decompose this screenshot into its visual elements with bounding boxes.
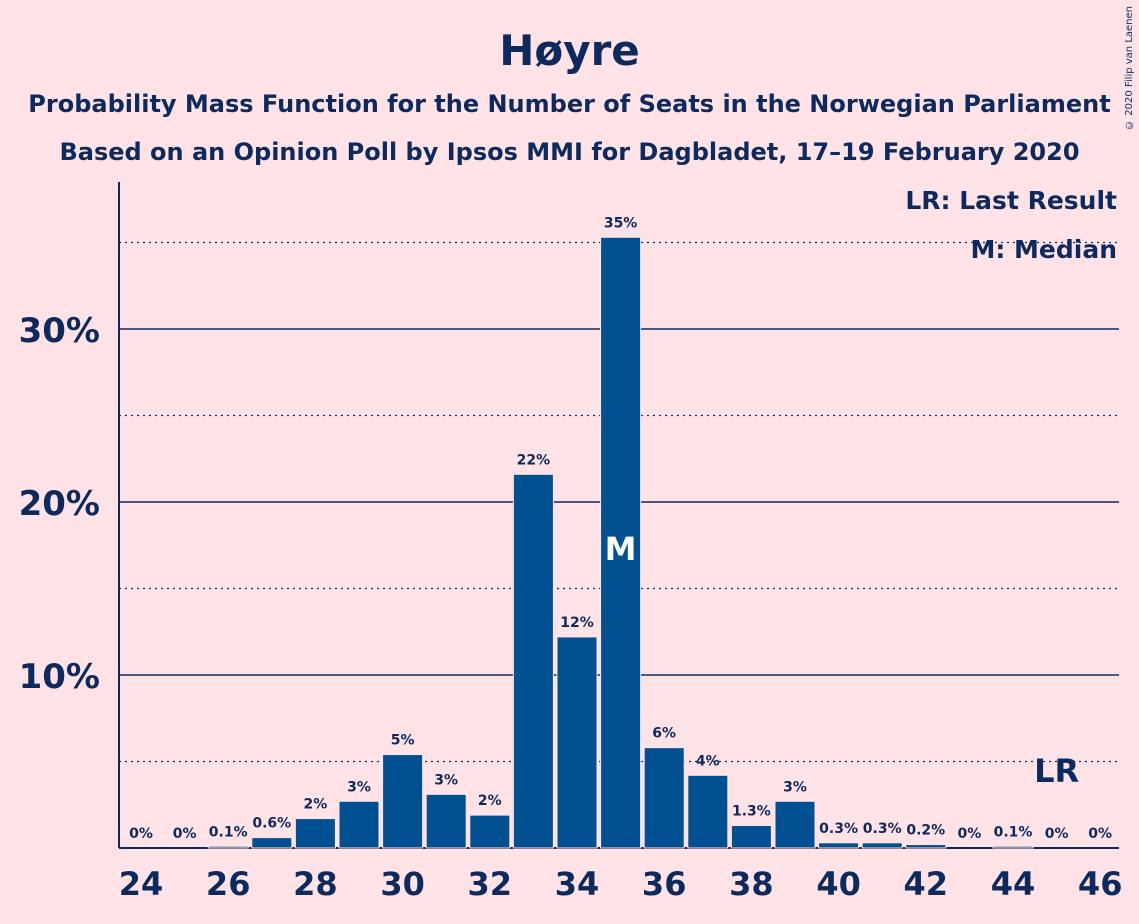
bar-34 — [556, 636, 598, 849]
bar-28 — [294, 818, 336, 849]
last-result-marker: LR — [1034, 752, 1079, 790]
data-label-34: 12% — [560, 615, 594, 631]
x-tick-label: 32 — [468, 865, 513, 903]
median-marker: M — [605, 530, 637, 568]
bar-42 — [905, 844, 947, 849]
data-label-25: 0% — [173, 826, 197, 842]
data-label-35: 35% — [604, 215, 638, 231]
x-tick-label: 34 — [555, 865, 600, 903]
chart-title: Høyre — [499, 26, 640, 75]
bar-35 — [600, 236, 642, 849]
data-label-37: 4% — [696, 753, 720, 769]
x-tick-label: 28 — [293, 865, 338, 903]
y-tick-label: 30% — [19, 311, 100, 351]
bar-29 — [338, 800, 380, 849]
bar-39 — [774, 800, 816, 849]
data-label-26: 0.1% — [209, 824, 248, 840]
x-tick-label: 36 — [642, 865, 687, 903]
x-tick-label: 26 — [206, 865, 251, 903]
data-label-43: 0% — [958, 826, 982, 842]
bar-37 — [687, 774, 729, 849]
bar-32 — [469, 814, 511, 849]
chart-subtitle-2: Based on an Opinion Poll by Ipsos MMI fo… — [59, 138, 1080, 166]
data-label-29: 3% — [347, 779, 371, 795]
data-label-27: 0.6% — [252, 816, 291, 832]
x-tick-label: 40 — [816, 865, 861, 903]
x-tick-label: 24 — [119, 865, 164, 903]
x-tick-label: 46 — [1078, 865, 1123, 903]
data-label-33: 22% — [517, 452, 551, 468]
bar-26 — [207, 845, 249, 849]
chart-subtitle-1: Probability Mass Function for the Number… — [28, 90, 1111, 118]
data-label-45: 0% — [1045, 826, 1069, 842]
data-label-44: 0.1% — [994, 824, 1033, 840]
legend-median: M: Median — [970, 235, 1117, 264]
x-tick-label: 30 — [380, 865, 425, 903]
data-label-36: 6% — [652, 726, 676, 742]
data-label-42: 0.2% — [906, 823, 945, 839]
bar-33 — [512, 473, 554, 849]
bar-44 — [992, 845, 1034, 849]
data-label-41: 0.3% — [863, 821, 902, 837]
bar-31 — [425, 793, 467, 849]
data-label-39: 3% — [783, 779, 807, 795]
legend-last-result: LR: Last Result — [905, 186, 1117, 215]
bar-30 — [382, 754, 424, 849]
data-label-28: 2% — [304, 797, 328, 813]
data-label-31: 3% — [434, 772, 458, 788]
data-label-30: 5% — [391, 733, 415, 749]
data-label-32: 2% — [478, 793, 502, 809]
x-tick-label: 42 — [904, 865, 949, 903]
bar-38 — [730, 825, 772, 849]
y-tick-label: 20% — [19, 484, 100, 524]
bar-36 — [643, 747, 685, 849]
data-label-46: 0% — [1088, 826, 1112, 842]
x-tick-label: 38 — [729, 865, 774, 903]
y-tick-label: 10% — [19, 657, 100, 697]
bar-27 — [251, 837, 293, 849]
data-label-24: 0% — [129, 826, 153, 842]
data-label-38: 1.3% — [732, 804, 771, 820]
bar-40 — [818, 842, 860, 849]
bar-41 — [861, 842, 903, 849]
x-tick-label: 44 — [991, 865, 1036, 903]
data-label-40: 0.3% — [819, 821, 858, 837]
